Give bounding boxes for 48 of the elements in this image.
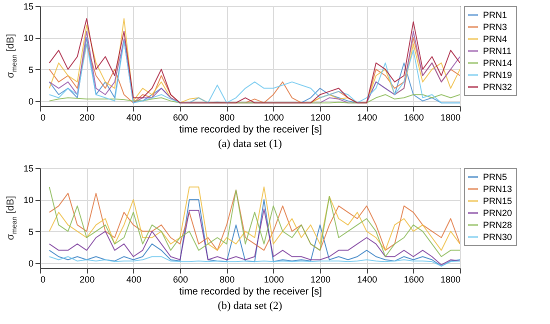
x-tick-label: 0 (40, 274, 46, 284)
x-tick-label: 200 (80, 112, 95, 122)
x-tick-label: 400 (126, 112, 142, 122)
x-tick-label: 1600 (404, 112, 424, 122)
x-tick-label: 600 (172, 112, 188, 122)
y-tick-label: 10 (23, 33, 34, 44)
line-series (48, 199, 460, 267)
x-tick-label: 400 (126, 274, 142, 284)
y-tick-label: 0 (28, 258, 34, 268)
x-tick-label: 800 (220, 274, 235, 284)
y-tick-label: 0 (28, 96, 34, 106)
x-tick-label: 600 (172, 274, 188, 284)
x-tick-label: 1000 (264, 112, 284, 122)
x-tick-label: 1000 (264, 274, 284, 284)
line-series (48, 256, 460, 267)
x-tick-label: 200 (80, 274, 95, 284)
y-tick-label: 5 (28, 64, 34, 75)
x-axis-title: time recorded by the receiver [s] (179, 124, 322, 136)
y-tick-label: 15 (23, 2, 34, 12)
legend-label: PRN15 (483, 196, 512, 206)
text: (b) data set (2) (218, 300, 283, 312)
x-tick-label: 1200 (310, 112, 331, 122)
legend-label: PRN11 (483, 46, 512, 56)
x-tick-label: 0 (40, 112, 46, 122)
line-series (48, 208, 460, 266)
legend-label: PRN30 (483, 232, 512, 242)
legend-label: PRN1 (483, 10, 508, 20)
text: (a) data set (1) (218, 138, 282, 150)
legend-label: PRN13 (483, 184, 512, 194)
y-tick-label: 5 (28, 226, 34, 237)
x-tick-label: 1600 (404, 274, 424, 284)
x-tick-label: 1200 (310, 274, 331, 284)
y-tick-label: 10 (23, 195, 34, 206)
legend-label: PRN14 (483, 58, 512, 68)
x-tick-label: 1800 (440, 274, 460, 284)
legend-label: PRN5 (483, 172, 508, 182)
legend-label: PRN28 (483, 220, 512, 230)
x-axis-title: time recorded by the receiver [s] (179, 286, 322, 298)
legend-label: PRN20 (483, 208, 512, 218)
legend-label: PRN4 (483, 34, 508, 44)
x-tick-label: 1800 (440, 112, 460, 122)
legend-label: PRN3 (483, 22, 508, 32)
x-tick-label: 1400 (357, 274, 378, 284)
x-tick-label: 800 (220, 112, 235, 122)
legend-label: PRN32 (483, 82, 512, 92)
legend-label: PRN19 (483, 70, 512, 80)
y-tick-label: 15 (23, 164, 34, 174)
x-tick-label: 1400 (357, 112, 378, 122)
